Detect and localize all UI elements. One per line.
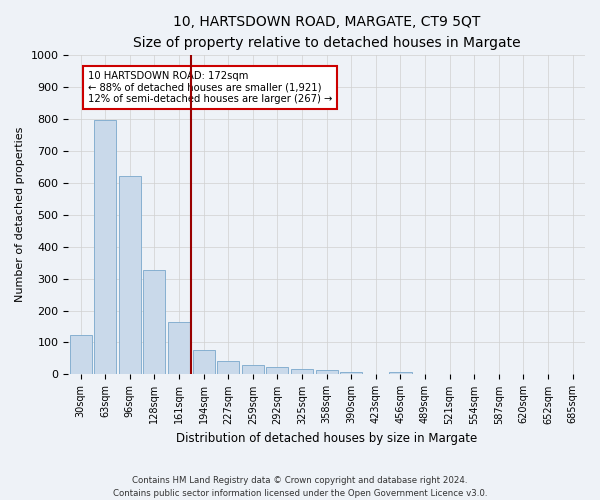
Bar <box>291 370 313 374</box>
Bar <box>193 350 215 374</box>
Bar <box>316 370 338 374</box>
Bar <box>242 366 264 374</box>
Bar <box>340 372 362 374</box>
Text: 10 HARTSDOWN ROAD: 172sqm
← 88% of detached houses are smaller (1,921)
12% of se: 10 HARTSDOWN ROAD: 172sqm ← 88% of detac… <box>88 71 332 104</box>
X-axis label: Distribution of detached houses by size in Margate: Distribution of detached houses by size … <box>176 432 477 445</box>
Bar <box>266 368 289 374</box>
Bar <box>217 361 239 374</box>
Bar <box>389 372 412 374</box>
Bar <box>143 270 166 374</box>
Bar <box>94 120 116 374</box>
Y-axis label: Number of detached properties: Number of detached properties <box>15 127 25 302</box>
Text: Contains HM Land Registry data © Crown copyright and database right 2024.
Contai: Contains HM Land Registry data © Crown c… <box>113 476 487 498</box>
Bar <box>119 176 141 374</box>
Bar <box>168 322 190 374</box>
Title: 10, HARTSDOWN ROAD, MARGATE, CT9 5QT
Size of property relative to detached house: 10, HARTSDOWN ROAD, MARGATE, CT9 5QT Siz… <box>133 15 520 50</box>
Bar <box>70 334 92 374</box>
